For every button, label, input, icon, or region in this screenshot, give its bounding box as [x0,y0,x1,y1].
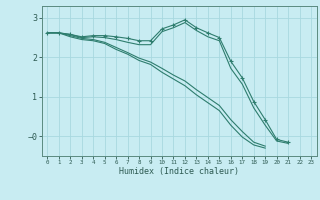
X-axis label: Humidex (Indice chaleur): Humidex (Indice chaleur) [119,167,239,176]
